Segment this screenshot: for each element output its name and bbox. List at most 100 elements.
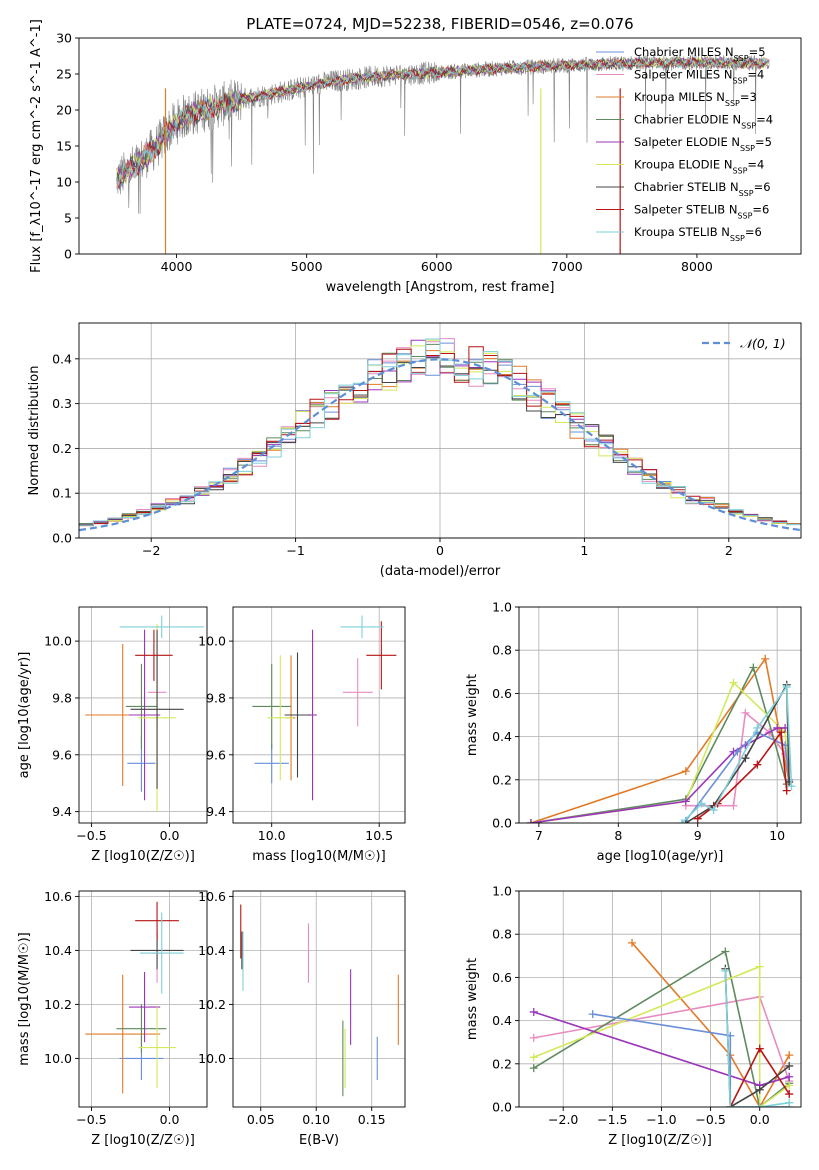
series-marker-chabrier-stelib: [681, 819, 690, 823]
series-marker-kroupa-miles: [761, 654, 770, 663]
errorbar-salpeter-stelib: [366, 621, 397, 690]
errorbar-salpeter-stelib: [135, 901, 179, 940]
y-tick-label: 9.4: [52, 804, 72, 819]
residuals-axes: −2 −1 0 1 2 0.0 0.1 0.2 0.3 0.4 (data-model)/error…: [27, 322, 802, 579]
legend-label-kroupa-stelib: Kroupa STELIB NSSP=6: [634, 225, 762, 243]
legend-label-kroupa-miles: Kroupa MILES NSSP=3: [634, 90, 757, 108]
errorbar-salpeter-stelib: [135, 629, 173, 681]
figure-title: PLATE=0724, MJD=52238, FIBERID=0546, z=0…: [246, 15, 633, 33]
x-tick-label: 4000: [161, 259, 193, 274]
series-marker-salpeter-stelib: [782, 786, 791, 795]
y-tick-label: 0.1: [52, 486, 72, 501]
y-tick-label: 0.4: [492, 729, 512, 744]
y-tick-label: 10.6: [198, 889, 226, 904]
errorbar-salpeter-miles: [342, 658, 373, 727]
massweight-Z-frame: [518, 890, 802, 1108]
spectrum-legend: Chabrier MILES NSSP=5 Salpeter MILES NSSP…: [596, 45, 773, 243]
series-marker-salpeter-elodie: [526, 819, 535, 823]
y-tick-label: 1.0: [492, 600, 512, 615]
errorbar-kroupa-stelib: [139, 912, 184, 994]
y-tick-label: 9.6: [52, 747, 72, 762]
y-tick-label: 0.3: [52, 396, 72, 411]
mass-Z-ylabel: mass [log10(M/M☉)]: [17, 932, 32, 1065]
y-tick-label: 0.2: [492, 772, 512, 787]
mass-Z-plot: [85, 901, 184, 1094]
y-tick-label: 0.6: [492, 970, 512, 985]
series-marker-kroupa-stelib: [721, 966, 730, 975]
x-tick-label: −2: [142, 543, 160, 558]
y-tick-label: 15: [56, 139, 72, 154]
massweight-age-axes: 7 8 9 10 0.0 0.2 0.4 0.6 0.8 1.0 age [log10(age/yr…: [465, 600, 802, 864]
series-marker-salpeter-miles: [729, 801, 738, 810]
legend-label-salpeter-stelib: Salpeter STELIB NSSP=6: [634, 203, 769, 221]
x-tick-label: 0.10: [302, 1112, 330, 1127]
y-tick-label: 0.0: [492, 1100, 512, 1115]
y-tick-label: 10.0: [44, 634, 72, 649]
series-line-kroupa-elodie: [533, 965, 790, 1107]
x-tick-label: 8000: [681, 259, 713, 274]
x-tick-label: 1: [580, 543, 588, 558]
series-marker-kroupa-stelib: [697, 799, 706, 808]
mass-ebv-xlabel: E(B-V): [299, 1133, 339, 1148]
series-line-kroupa-elodie: [530, 681, 790, 823]
massweight-Z-ylabel: mass weight: [465, 958, 480, 1040]
x-tick-label: −0.5: [76, 1112, 106, 1127]
y-tick-label: 0.6: [492, 686, 512, 701]
x-tick-label: 0.15: [358, 1112, 386, 1127]
x-tick-label: −2.0: [548, 1112, 578, 1127]
series-marker-chabrier-elodie: [749, 663, 758, 672]
spectrum-model-kroupa-stelib: [116, 56, 770, 191]
y-tick-label: 10.0: [44, 1051, 72, 1066]
legend-label-chabrier-elodie: Chabrier ELODIE NSSP=4: [634, 113, 773, 131]
x-tick-label: 2: [725, 543, 733, 558]
legend-label-salpeter-miles: Salpeter MILES NSSP=4: [634, 68, 764, 86]
residuals-ylabel: Normed distribution: [27, 366, 42, 496]
errorbar-kroupa-elodie: [138, 1007, 176, 1089]
series-marker-salpeter-stelib: [753, 760, 762, 769]
series-marker-kroupa-stelib: [677, 819, 686, 823]
mass-Z-frame: [78, 890, 208, 1108]
age-mass-xlabel: mass [log10(M/M☉)]: [252, 849, 385, 864]
age-mass-frame: [232, 606, 406, 824]
x-tick-label: 5000: [291, 259, 323, 274]
x-tick-label: −0.5: [76, 828, 106, 843]
series-line-chabrier-stelib: [724, 968, 790, 1107]
series-marker-kroupa-elodie: [529, 1053, 538, 1062]
series-marker-salpeter-elodie: [681, 797, 690, 806]
y-tick-label: 10: [56, 175, 72, 190]
mass-ebv-frame: [232, 890, 406, 1108]
errorbar-chabrier-elodie: [125, 663, 158, 750]
series-marker-chabrier-elodie: [529, 1064, 538, 1073]
mass-ebv-plot: [240, 904, 399, 1097]
series-marker-chabrier-stelib: [785, 1061, 794, 1070]
y-tick-label: 0.4: [492, 1013, 512, 1028]
residuals-plot: [79, 338, 801, 538]
residuals-xlabel: (data-model)/error: [380, 564, 501, 579]
x-tick-label: 7: [535, 828, 543, 843]
series-marker-kroupa-stelib: [726, 1103, 735, 1107]
series-line-kroupa-stelib: [681, 684, 793, 823]
series-marker-salpeter-stelib: [693, 814, 702, 823]
errorbar-salpeter-elodie: [128, 972, 161, 1043]
massweight-Z-plot: [529, 938, 794, 1107]
series-marker-kroupa-elodie: [785, 1081, 794, 1090]
series-line-chabrier-elodie: [530, 665, 788, 823]
errorbar-kroupa-stelib: [119, 615, 204, 639]
y-tick-label: 0.4: [52, 351, 72, 366]
series-chabrier-elodie: [526, 663, 791, 823]
series-marker-kroupa-stelib: [787, 782, 796, 791]
legend-label-normal: 𝒩(0, 1): [740, 336, 786, 351]
massweight-age-frame: [518, 606, 802, 824]
y-tick-label: 0.2: [52, 441, 72, 456]
y-tick-label: 10.4: [44, 943, 72, 958]
series-marker-kroupa-stelib: [709, 806, 718, 815]
series-marker-salpeter-miles: [529, 1033, 538, 1042]
age-Z-ylabel: age [log10(age/yr)]: [17, 652, 32, 779]
series-marker-kroupa-elodie: [755, 962, 764, 971]
series-marker-salpeter-elodie: [785, 1072, 794, 1081]
y-tick-label: 9.4: [206, 804, 226, 819]
errorbar-salpeter-elodie: [128, 629, 161, 801]
y-tick-label: 9.8: [52, 690, 72, 705]
series-marker-salpeter-elodie: [773, 723, 782, 732]
